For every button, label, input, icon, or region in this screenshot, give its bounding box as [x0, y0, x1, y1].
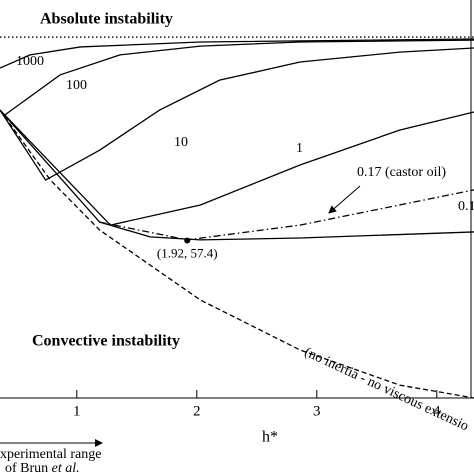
convective-label: Convective instability: [32, 333, 180, 350]
x-axis-label: h*: [262, 429, 278, 446]
curve: [99, 189, 474, 241]
curve: [0, 38, 474, 69]
x-tick-label: 4: [433, 403, 441, 419]
curve: [0, 109, 474, 399]
x-tick-label: 1: [73, 403, 81, 419]
marked-point: [184, 237, 191, 244]
curve: [0, 109, 474, 226]
x-tick-label: 3: [313, 403, 321, 419]
curve: [4, 39, 474, 116]
curve: [0, 47, 474, 181]
curve-label: 0.17 (castor oil): [357, 165, 446, 180]
curve-label: 10: [174, 135, 188, 150]
curve-label: 1000: [16, 54, 44, 69]
point-label: (1.92, 57.4): [157, 245, 218, 260]
brun-label: of Brun et al.: [5, 461, 80, 474]
curve-label: 0.1: [458, 199, 474, 214]
curve: [0, 109, 474, 241]
castor-arrow: [328, 185, 361, 214]
x-tick-label: 2: [193, 403, 201, 419]
curve-label: 1: [296, 141, 303, 156]
curve-label: (no inertia - no viscous extensio: [302, 345, 471, 434]
curve-label: 100: [66, 78, 87, 93]
range-label: xperimental range: [0, 447, 101, 462]
absolute-label: Absolute instability: [40, 11, 173, 28]
